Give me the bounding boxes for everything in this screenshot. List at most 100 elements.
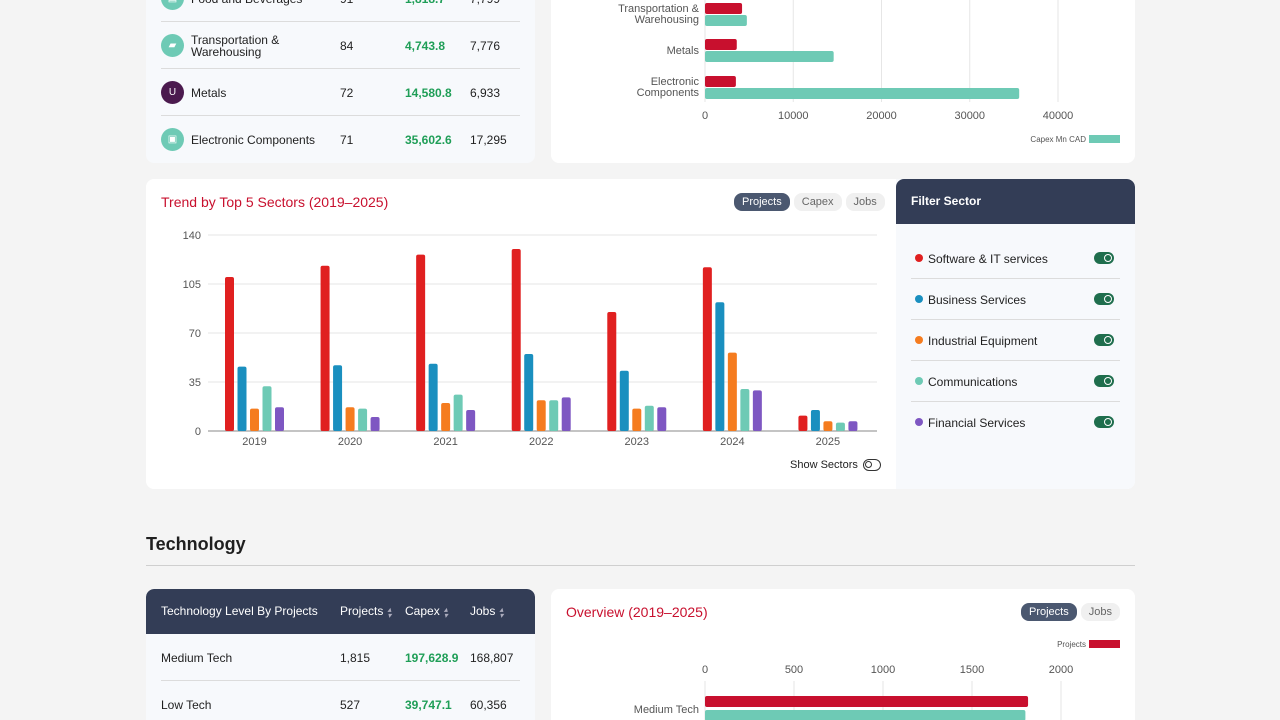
section-title: Technology xyxy=(146,534,246,554)
tech-capex: 197,628.9 xyxy=(405,650,459,665)
bar[interactable] xyxy=(705,3,743,14)
bar[interactable] xyxy=(705,51,834,62)
toggle-icon[interactable] xyxy=(1094,252,1114,264)
header-projects[interactable]: Projects xyxy=(340,604,391,620)
filter-item[interactable]: Communications xyxy=(911,361,1120,402)
bar[interactable] xyxy=(275,407,284,431)
filter-label: Software & IT services xyxy=(928,251,1048,266)
bar[interactable] xyxy=(823,421,833,431)
tech-projects: 527 xyxy=(340,697,361,712)
filter-label: Financial Services xyxy=(928,415,1026,430)
bar[interactable] xyxy=(511,249,521,431)
bar[interactable] xyxy=(250,408,259,431)
y-tick-label: 35 xyxy=(189,377,201,389)
bar[interactable] xyxy=(705,710,1026,720)
bar[interactable] xyxy=(810,410,820,431)
bar[interactable] xyxy=(705,88,1020,99)
bar[interactable] xyxy=(705,39,737,50)
filter-item[interactable]: Industrial Equipment xyxy=(911,320,1120,361)
y-tick-label: 105 xyxy=(183,279,201,291)
y-tick-label: Transportation & xyxy=(618,3,700,15)
bar[interactable] xyxy=(705,696,1029,707)
bar[interactable] xyxy=(715,302,725,431)
bar[interactable] xyxy=(358,408,368,431)
trend-chart: 0 35 70 105 140 2019 2020 2021 2022 2023 2024 2025 xyxy=(183,230,877,448)
bar[interactable] xyxy=(727,352,737,431)
tech-level: Low Tech xyxy=(161,697,212,712)
x-tick-label: 2020 xyxy=(338,436,362,448)
section-divider xyxy=(146,565,1135,566)
bar[interactable] xyxy=(705,15,747,26)
technology-table-header: Technology Level By Projects Projects Ca… xyxy=(146,589,535,634)
toggle-icon[interactable] xyxy=(1094,334,1114,346)
filter-item[interactable]: Software & IT services xyxy=(911,238,1120,279)
bar[interactable] xyxy=(441,403,451,431)
bar[interactable] xyxy=(370,417,380,431)
toggle-icon[interactable] xyxy=(862,459,881,471)
x-tick-label: 2019 xyxy=(242,436,266,448)
sector-name: Metals xyxy=(191,85,227,100)
bar[interactable] xyxy=(705,76,736,87)
food-icon: ▤ xyxy=(161,0,184,10)
bar[interactable] xyxy=(524,354,534,431)
toggle-icon[interactable] xyxy=(1094,293,1114,305)
bar[interactable] xyxy=(453,394,463,431)
sector-capex-svg: 0 10000 20000 30000 40000 Transportation &War… xyxy=(618,0,1120,144)
x-tick-label: 2000 xyxy=(1049,664,1073,676)
tab-projects[interactable]: Projects xyxy=(1021,603,1077,621)
bar[interactable] xyxy=(333,365,343,431)
bar[interactable] xyxy=(345,407,355,431)
bar[interactable] xyxy=(607,312,617,431)
filter-label: Communications xyxy=(928,374,1018,389)
header-capex[interactable]: Capex xyxy=(405,604,448,620)
bar[interactable] xyxy=(262,386,272,431)
sector-projects: 72 xyxy=(340,85,354,100)
bar[interactable] xyxy=(644,405,654,431)
bar[interactable] xyxy=(320,265,330,431)
header-jobs[interactable]: Jobs xyxy=(470,604,503,620)
filter-item[interactable]: Business Services xyxy=(911,279,1120,320)
show-sectors-toggle[interactable]: Show Sectors xyxy=(790,459,881,471)
bar[interactable] xyxy=(848,421,858,431)
technology-table: Technology Level By Projects Projects Ca… xyxy=(146,589,535,720)
tab-jobs[interactable]: Jobs xyxy=(845,193,885,211)
tech-level: Medium Tech xyxy=(161,650,233,665)
bar[interactable] xyxy=(225,277,234,431)
sector-table: ▤ Food and Beverages 91 1,818.7 7,799▰ T… xyxy=(146,0,535,163)
tech-jobs: 168,807 xyxy=(470,650,514,665)
toggle-icon[interactable] xyxy=(1094,416,1114,428)
bar[interactable] xyxy=(619,370,629,431)
tab-jobs[interactable]: Jobs xyxy=(1080,603,1120,621)
tab-projects[interactable]: Projects xyxy=(734,193,790,211)
bar[interactable] xyxy=(632,408,642,431)
filter-label: Business Services xyxy=(928,292,1027,307)
truck-icon: ▰ xyxy=(161,34,184,57)
header-technology-level: Technology Level By Projects xyxy=(161,604,318,618)
bar[interactable] xyxy=(657,407,667,431)
bar[interactable] xyxy=(466,410,476,431)
bar[interactable] xyxy=(752,390,762,431)
x-tick-label: 2024 xyxy=(720,436,744,448)
bar[interactable] xyxy=(561,397,571,431)
legend-swatch xyxy=(1089,640,1120,648)
sector-name: Transportation & Warehousing xyxy=(191,32,280,59)
legend-label: Projects xyxy=(1057,640,1086,649)
magnet-icon: U xyxy=(161,81,184,104)
tab-capex[interactable]: Capex xyxy=(793,193,842,211)
bar[interactable] xyxy=(798,415,808,431)
bar[interactable] xyxy=(536,400,546,431)
sector-capex-chart: 0 10000 20000 30000 40000 Transportation & War… xyxy=(551,0,1135,163)
x-tick-label: 2022 xyxy=(529,436,553,448)
x-tick-label: 20000 xyxy=(866,110,897,122)
x-tick-label: 10000 xyxy=(778,110,809,122)
x-tick-label: 2021 xyxy=(433,436,457,448)
filter-item[interactable]: Financial Services xyxy=(911,402,1120,443)
bar[interactable] xyxy=(702,267,712,431)
bar[interactable] xyxy=(237,366,247,431)
bar[interactable] xyxy=(549,400,559,431)
bar[interactable] xyxy=(740,389,750,431)
bar[interactable] xyxy=(416,254,426,431)
bar[interactable] xyxy=(835,422,845,431)
toggle-icon[interactable] xyxy=(1094,375,1114,387)
bar[interactable] xyxy=(428,363,438,431)
